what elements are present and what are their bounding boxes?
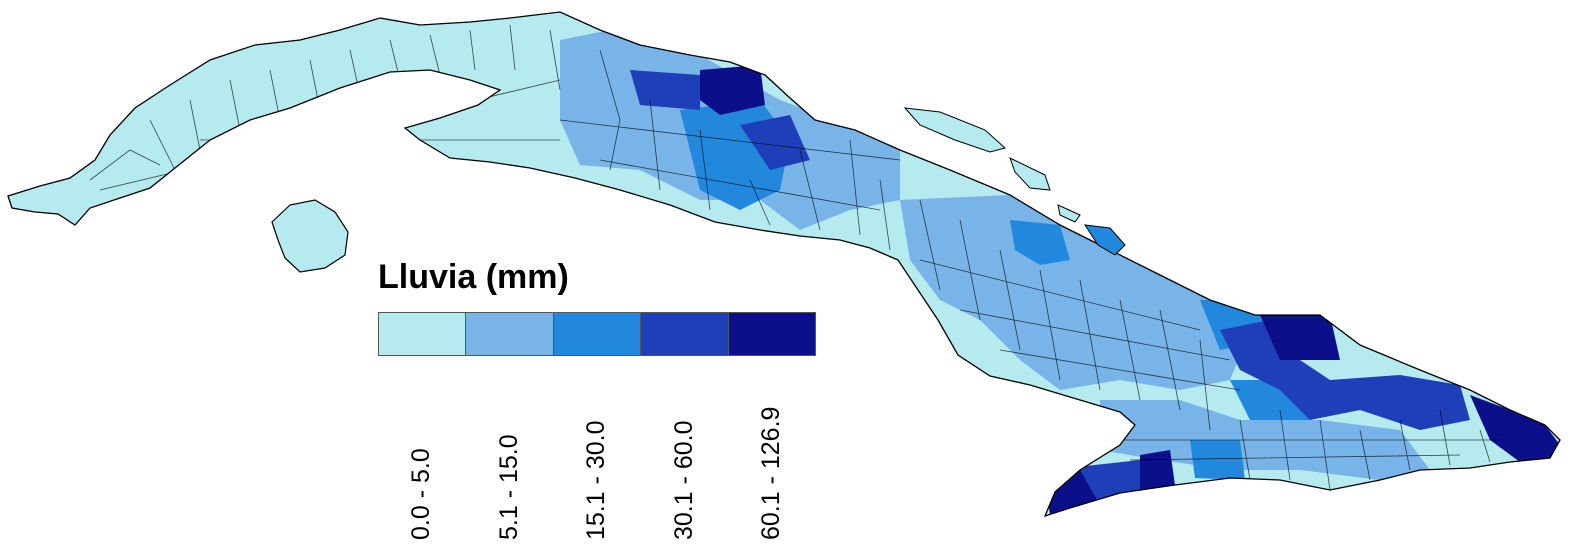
- legend-color-bar: [378, 312, 816, 356]
- region-fill-60-126: [700, 65, 765, 115]
- region-fill-30-60: [630, 70, 700, 110]
- legend-title: Lluvia (mm): [378, 258, 569, 296]
- legend-swatch-0: [379, 313, 467, 355]
- legend-label-2: 15.1 - 30.0: [582, 420, 610, 540]
- legend-label-0: 0.0 - 5.0: [407, 448, 435, 540]
- cuba-outline: [7, 11, 1561, 518]
- region-fill-60-126: [1140, 450, 1175, 490]
- northern-cays: [1083, 224, 1126, 256]
- region-fill-15-30: [1190, 440, 1245, 480]
- region-fill-15-30: [1010, 220, 1070, 265]
- legend-swatch-2: [553, 313, 642, 355]
- region-fill-60-126: [1260, 315, 1340, 360]
- legend-labels: 0.0 - 5.0 5.1 - 15.0 15.1 - 30.0 30.1 - …: [378, 360, 816, 550]
- legend-swatch-1: [466, 313, 554, 355]
- legend-swatch-3: [641, 313, 729, 355]
- region-fill-5-15: [900, 195, 1250, 390]
- northern-cays: [903, 107, 1081, 223]
- isla-de-la-juventud: [271, 199, 349, 273]
- legend-label-4: 60.1 - 126.9: [757, 406, 785, 540]
- region-fill-30-60: [740, 115, 810, 170]
- legend-label-3: 30.1 - 60.0: [670, 420, 698, 540]
- legend-swatch-4: [728, 313, 816, 355]
- region-fill-60-126: [1470, 395, 1560, 462]
- legend-label-1: 5.1 - 15.0: [495, 434, 523, 540]
